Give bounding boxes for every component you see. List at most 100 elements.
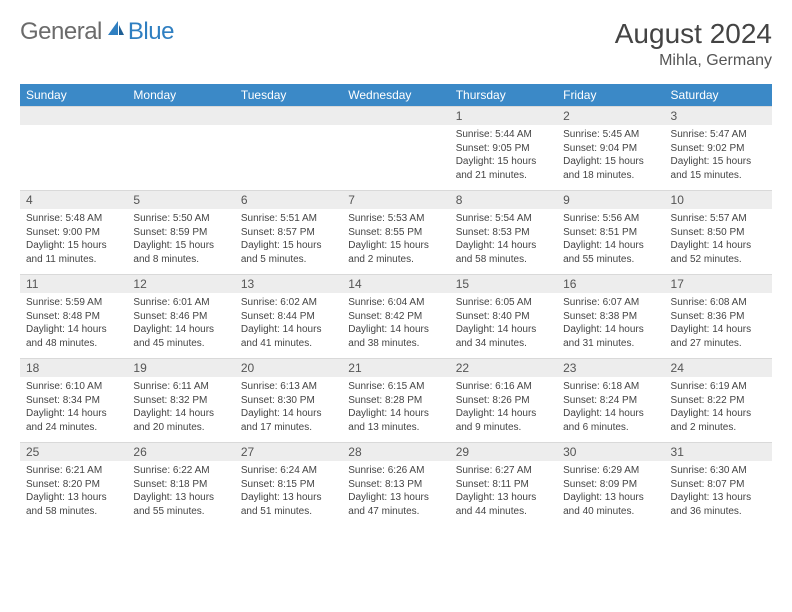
day-number: 18 [20,358,127,377]
calendar-cell: 28Sunrise: 6:26 AMSunset: 8:13 PMDayligh… [342,442,449,526]
detail-line: Sunset: 8:15 PM [241,478,336,492]
detail-line: Sunrise: 5:51 AM [241,212,336,226]
detail-line: and 31 minutes. [563,337,658,351]
logo-text-blue: Blue [128,18,174,46]
day-details: Sunrise: 5:59 AMSunset: 8:48 PMDaylight:… [20,293,127,354]
detail-line: Daylight: 14 hours [241,407,336,421]
day-number: 3 [665,106,772,125]
day-details: Sunrise: 5:50 AMSunset: 8:59 PMDaylight:… [127,209,234,270]
detail-line: Sunset: 8:07 PM [671,478,766,492]
calendar-cell: 16Sunrise: 6:07 AMSunset: 8:38 PMDayligh… [557,274,664,358]
day-number [235,106,342,125]
detail-line: and 45 minutes. [133,337,228,351]
detail-line: Daylight: 13 hours [241,491,336,505]
day-number: 13 [235,274,342,293]
detail-line: Sunrise: 6:08 AM [671,296,766,310]
detail-line: Sunset: 8:59 PM [133,226,228,240]
calendar-cell: 22Sunrise: 6:16 AMSunset: 8:26 PMDayligh… [450,358,557,442]
detail-line: Sunrise: 6:27 AM [456,464,551,478]
calendar-week: 25Sunrise: 6:21 AMSunset: 8:20 PMDayligh… [20,442,772,526]
detail-line: Sunset: 8:13 PM [348,478,443,492]
day-number: 23 [557,358,664,377]
detail-line: Sunrise: 5:45 AM [563,128,658,142]
day-details: Sunrise: 6:24 AMSunset: 8:15 PMDaylight:… [235,461,342,522]
detail-line: Sunset: 8:51 PM [563,226,658,240]
detail-line: Sunrise: 6:01 AM [133,296,228,310]
detail-line: Sunset: 8:18 PM [133,478,228,492]
detail-line: and 51 minutes. [241,505,336,519]
calendar-cell: 3Sunrise: 5:47 AMSunset: 9:02 PMDaylight… [665,106,772,190]
detail-line: Sunset: 8:48 PM [26,310,121,324]
detail-line: Sunset: 8:57 PM [241,226,336,240]
detail-line: Daylight: 15 hours [348,239,443,253]
detail-line: Daylight: 13 hours [348,491,443,505]
detail-line: Daylight: 15 hours [563,155,658,169]
detail-line: Sunset: 8:09 PM [563,478,658,492]
day-details: Sunrise: 5:53 AMSunset: 8:55 PMDaylight:… [342,209,449,270]
detail-line: Sunset: 8:30 PM [241,394,336,408]
detail-line: Sunset: 8:32 PM [133,394,228,408]
day-number: 15 [450,274,557,293]
detail-line: Sunset: 8:24 PM [563,394,658,408]
detail-line: Sunset: 8:50 PM [671,226,766,240]
day-number: 21 [342,358,449,377]
detail-line: Sunset: 8:11 PM [456,478,551,492]
detail-line: Sunrise: 6:24 AM [241,464,336,478]
day-number: 10 [665,190,772,209]
detail-line: Daylight: 15 hours [241,239,336,253]
logo-text-general: General [20,18,102,46]
detail-line: Sunrise: 6:26 AM [348,464,443,478]
day-number: 16 [557,274,664,293]
detail-line: and 40 minutes. [563,505,658,519]
day-number [342,106,449,125]
detail-line: Daylight: 14 hours [348,323,443,337]
calendar-cell: 18Sunrise: 6:10 AMSunset: 8:34 PMDayligh… [20,358,127,442]
detail-line: and 15 minutes. [671,169,766,183]
calendar-cell: 6Sunrise: 5:51 AMSunset: 8:57 PMDaylight… [235,190,342,274]
day-details: Sunrise: 6:21 AMSunset: 8:20 PMDaylight:… [20,461,127,522]
calendar-cell: 27Sunrise: 6:24 AMSunset: 8:15 PMDayligh… [235,442,342,526]
calendar-cell: 14Sunrise: 6:04 AMSunset: 8:42 PMDayligh… [342,274,449,358]
day-details: Sunrise: 6:26 AMSunset: 8:13 PMDaylight:… [342,461,449,522]
detail-line: and 44 minutes. [456,505,551,519]
weekday-header: Saturday [665,84,772,106]
detail-line: Sunset: 8:44 PM [241,310,336,324]
calendar-body: 1Sunrise: 5:44 AMSunset: 9:05 PMDaylight… [20,106,772,526]
day-number: 19 [127,358,234,377]
day-number: 1 [450,106,557,125]
calendar-cell: 13Sunrise: 6:02 AMSunset: 8:44 PMDayligh… [235,274,342,358]
detail-line: Daylight: 14 hours [563,239,658,253]
calendar-week: 11Sunrise: 5:59 AMSunset: 8:48 PMDayligh… [20,274,772,358]
detail-line: Sunrise: 5:56 AM [563,212,658,226]
detail-line: Sunset: 8:36 PM [671,310,766,324]
weekday-header: Thursday [450,84,557,106]
day-number: 27 [235,442,342,461]
calendar-cell: 24Sunrise: 6:19 AMSunset: 8:22 PMDayligh… [665,358,772,442]
detail-line: and 6 minutes. [563,421,658,435]
detail-line: and 20 minutes. [133,421,228,435]
day-number [127,106,234,125]
detail-line: and 58 minutes. [26,505,121,519]
calendar-cell: 21Sunrise: 6:15 AMSunset: 8:28 PMDayligh… [342,358,449,442]
day-details: Sunrise: 5:48 AMSunset: 9:00 PMDaylight:… [20,209,127,270]
detail-line: Sunrise: 6:19 AM [671,380,766,394]
detail-line: Sunset: 8:38 PM [563,310,658,324]
detail-line: Daylight: 14 hours [26,323,121,337]
day-number: 5 [127,190,234,209]
calendar-week: 1Sunrise: 5:44 AMSunset: 9:05 PMDaylight… [20,106,772,190]
calendar-table: SundayMondayTuesdayWednesdayThursdayFrid… [20,84,772,526]
calendar-cell: 31Sunrise: 6:30 AMSunset: 8:07 PMDayligh… [665,442,772,526]
detail-line: Sunset: 8:28 PM [348,394,443,408]
calendar-cell: 20Sunrise: 6:13 AMSunset: 8:30 PMDayligh… [235,358,342,442]
day-number: 11 [20,274,127,293]
detail-line: Sunset: 8:55 PM [348,226,443,240]
detail-line: Sunrise: 6:21 AM [26,464,121,478]
day-number: 9 [557,190,664,209]
month-title: August 2024 [615,18,772,50]
detail-line: Daylight: 14 hours [241,323,336,337]
detail-line: and 55 minutes. [563,253,658,267]
detail-line: Daylight: 14 hours [563,323,658,337]
calendar-cell: 11Sunrise: 5:59 AMSunset: 8:48 PMDayligh… [20,274,127,358]
detail-line: Sunrise: 5:53 AM [348,212,443,226]
calendar-cell [342,106,449,190]
